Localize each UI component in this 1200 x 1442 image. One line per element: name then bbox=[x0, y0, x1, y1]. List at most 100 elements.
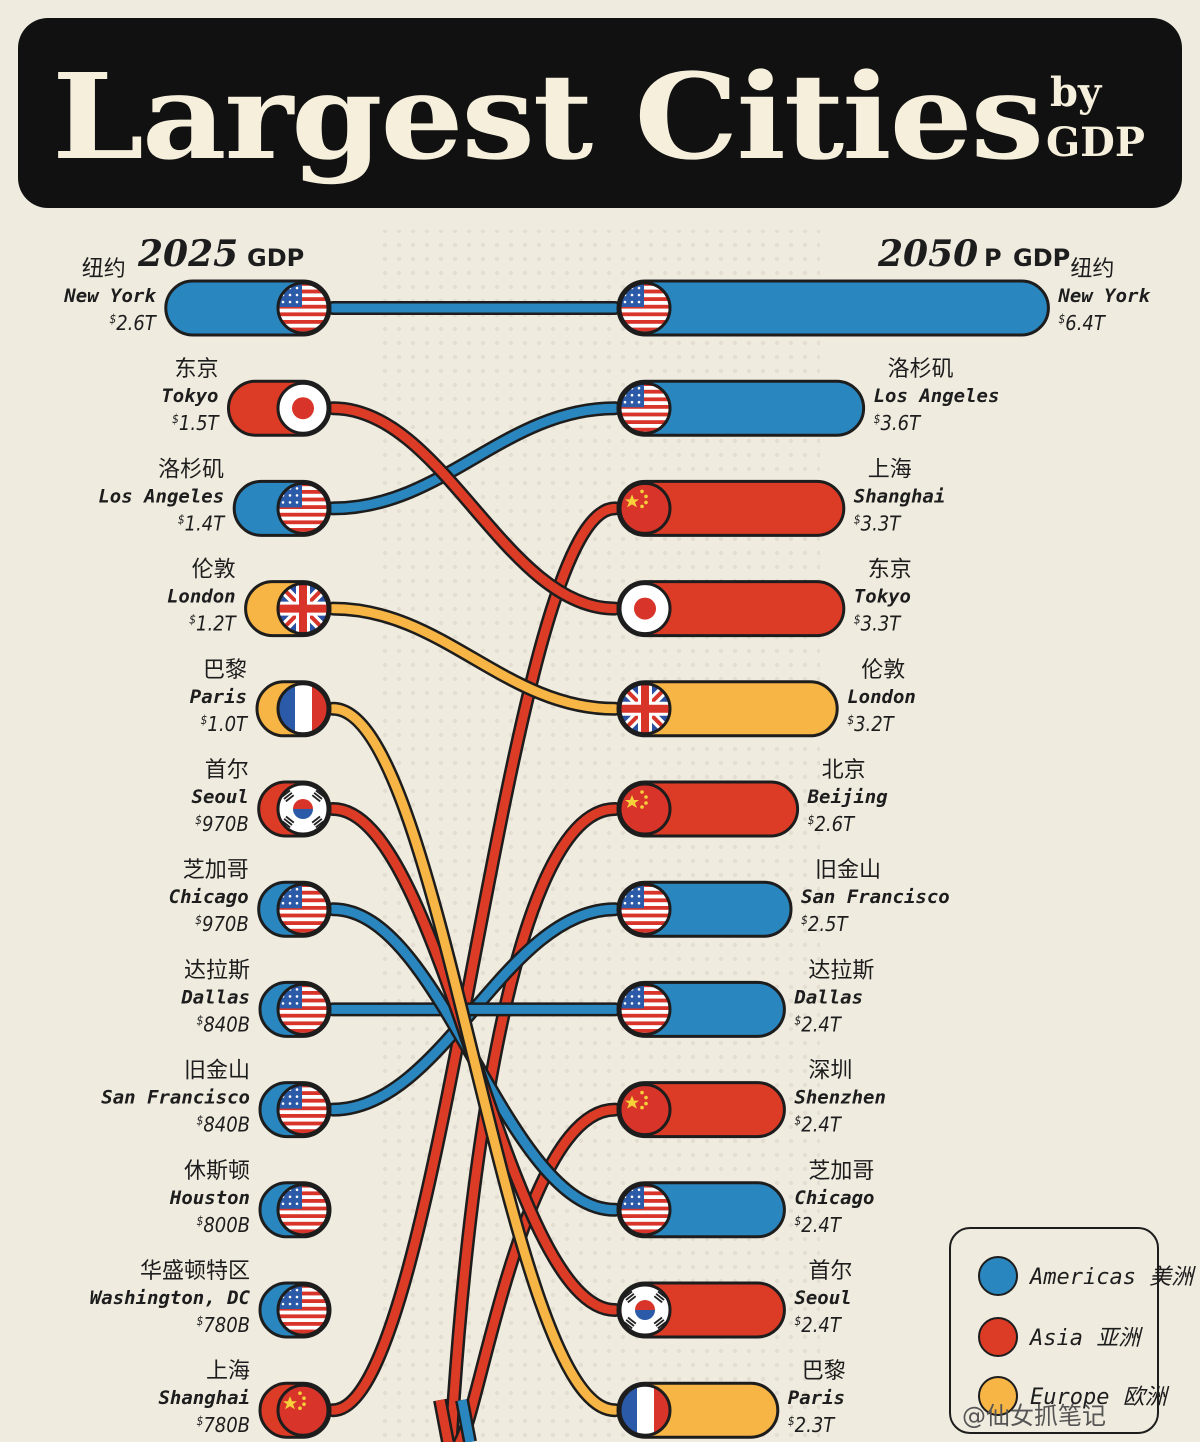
japan-flag-icon bbox=[618, 582, 672, 636]
city-name-en: New York bbox=[63, 285, 157, 307]
city-name-cn: 上海 bbox=[206, 1359, 250, 1384]
label-2050-shenzhen: 深圳 Shenzhen $2.4T bbox=[794, 1059, 886, 1137]
city-name-en: New York bbox=[1057, 285, 1151, 307]
city-gdp-value: $800B bbox=[196, 1213, 250, 1237]
city-gdp-value: $2.4T bbox=[794, 1313, 842, 1337]
page-title: Largest Cities bbox=[52, 47, 1042, 186]
label-2025-dallas: 达拉斯 Dallas $840B bbox=[180, 958, 250, 1036]
city-name-en: Los Angeles bbox=[874, 385, 1000, 407]
bar-2050-los-angeles bbox=[616, 379, 866, 437]
us-flag-icon bbox=[276, 882, 330, 936]
france-flag-icon bbox=[618, 1383, 672, 1437]
bar-2050-san-francisco bbox=[616, 880, 793, 938]
city-name-en: Paris bbox=[788, 1387, 845, 1409]
label-2050-beijing: 北京 Beijing $2.6T bbox=[807, 758, 889, 836]
bar-2025-paris bbox=[255, 680, 332, 738]
label-2050-chicago: 芝加哥 Chicago $2.4T bbox=[794, 1159, 874, 1237]
label-2025-tokyo: 东京 Tokyo $1.5T bbox=[161, 357, 220, 435]
bar-2050-dallas bbox=[616, 980, 786, 1038]
city-name-cn: 华盛顿特区 bbox=[140, 1259, 250, 1284]
city-gdp-value: $2.4T bbox=[794, 1213, 842, 1237]
city-name-cn: 纽约 bbox=[1070, 257, 1114, 282]
city-name-cn: 东京 bbox=[868, 558, 912, 583]
label-2025-new-york: 纽约 New York $2.6T bbox=[63, 257, 158, 335]
city-gdp-value: $970B bbox=[195, 812, 249, 836]
title-gdp: GDP bbox=[1046, 119, 1145, 166]
bar-2050-seoul bbox=[616, 1281, 786, 1339]
legend-label-asia: Asia 亚洲 bbox=[1028, 1326, 1143, 1351]
city-name-en: Chicago bbox=[169, 886, 249, 908]
connector-lines bbox=[326, 300, 622, 1442]
city-gdp-value: $3.3T bbox=[854, 511, 902, 535]
city-gdp-value: $1.5T bbox=[172, 411, 220, 435]
city-gdp-value: $2.6T bbox=[808, 812, 856, 836]
label-2025-los-angeles: 洛杉矶 Los Angeles $1.4T bbox=[98, 457, 226, 535]
city-name-cn: 旧金山 bbox=[184, 1059, 250, 1084]
city-name-en: Shanghai bbox=[158, 1387, 250, 1409]
city-name-cn: 芝加哥 bbox=[183, 858, 249, 883]
connector-paris bbox=[328, 704, 620, 1415]
label-2025-chicago: 芝加哥 Chicago $970B bbox=[169, 858, 249, 936]
us-flag-icon bbox=[618, 381, 672, 435]
label-2050-san-francisco: 旧金山 San Francisco $2.5T bbox=[801, 858, 950, 936]
city-name-cn: 达拉斯 bbox=[184, 958, 250, 983]
connector-los-angeles bbox=[328, 403, 620, 513]
city-gdp-value: $780B bbox=[196, 1413, 250, 1437]
city-name-en: Dallas bbox=[793, 986, 863, 1008]
city-name-en: Tokyo bbox=[161, 385, 218, 407]
bar-2025-san-francisco bbox=[258, 1081, 332, 1139]
bar-2050-shenzhen bbox=[616, 1081, 786, 1139]
china-flag-icon bbox=[618, 1083, 672, 1137]
city-name-cn: 纽约 bbox=[82, 257, 126, 282]
header-2050-suffix: GDP bbox=[1013, 244, 1070, 272]
bar-2025-chicago bbox=[257, 880, 332, 938]
city-name-cn: 休斯顿 bbox=[184, 1159, 250, 1184]
city-labels: 纽约 New York $2.6T 东京 Tokyo $1.5T 洛杉矶 Los Angele… bbox=[63, 257, 1151, 1437]
city-name-en: Shanghai bbox=[854, 485, 946, 507]
city-name-en: Washington, DC bbox=[90, 1287, 251, 1309]
bar-2025-seoul bbox=[257, 780, 332, 838]
label-2050-tokyo: 东京 Tokyo $3.3T bbox=[854, 558, 912, 636]
city-name-cn: 洛杉矶 bbox=[888, 357, 954, 382]
city-name-en: San Francisco bbox=[101, 1087, 250, 1109]
title-banner: Largest Cities by GDP bbox=[18, 18, 1182, 208]
us-flag-icon bbox=[276, 481, 330, 535]
city-name-en: Paris bbox=[190, 686, 247, 708]
city-gdp-value: $1.4T bbox=[178, 511, 226, 535]
korea-flag-icon bbox=[276, 782, 330, 836]
bars bbox=[164, 279, 1050, 1439]
uk-flag-icon bbox=[276, 582, 330, 636]
city-name-cn: 北京 bbox=[822, 758, 866, 783]
connector-london bbox=[328, 604, 620, 714]
city-name-cn: 深圳 bbox=[808, 1059, 852, 1084]
us-flag-icon bbox=[276, 281, 330, 335]
japan-flag-icon bbox=[276, 381, 330, 435]
label-2050-shanghai: 上海 Shanghai $3.3T bbox=[854, 457, 946, 535]
city-gdp-value: $2.4T bbox=[794, 1012, 842, 1036]
city-name-cn: 首尔 bbox=[808, 1259, 852, 1284]
legend-label-americas: Americas 美洲 bbox=[1028, 1265, 1196, 1290]
uk-flag-icon bbox=[618, 682, 672, 736]
korea-flag-icon bbox=[618, 1283, 672, 1337]
city-gdp-value: $3.3T bbox=[854, 612, 902, 636]
city-gdp-value: $780B bbox=[196, 1313, 250, 1337]
us-flag-icon bbox=[618, 281, 672, 335]
header-2050: 2050 P GDP bbox=[877, 233, 1070, 275]
bar-2025-washington-dc bbox=[258, 1281, 332, 1339]
bar-2050-new-york bbox=[616, 279, 1050, 337]
bar-2050-tokyo bbox=[616, 580, 846, 638]
connector-tokyo bbox=[328, 403, 620, 614]
bar-2025-los-angeles bbox=[232, 479, 332, 537]
city-name-en: Chicago bbox=[794, 1187, 874, 1209]
city-name-en: Dallas bbox=[180, 986, 250, 1008]
label-2050-new-york: 纽约 New York $6.4T bbox=[1057, 257, 1151, 335]
bar-2050-london bbox=[616, 680, 839, 738]
label-2050-seoul: 首尔 Seoul $2.4T bbox=[794, 1259, 852, 1337]
city-gdp-value: $6.4T bbox=[1058, 311, 1106, 335]
header-2050-projected: P bbox=[984, 244, 1002, 272]
header-2025-suffix: GDP bbox=[247, 244, 304, 272]
city-name-cn: 达拉斯 bbox=[808, 958, 874, 983]
label-2025-shanghai: 上海 Shanghai $780B bbox=[158, 1359, 250, 1437]
city-gdp-value: $2.4T bbox=[794, 1113, 842, 1137]
